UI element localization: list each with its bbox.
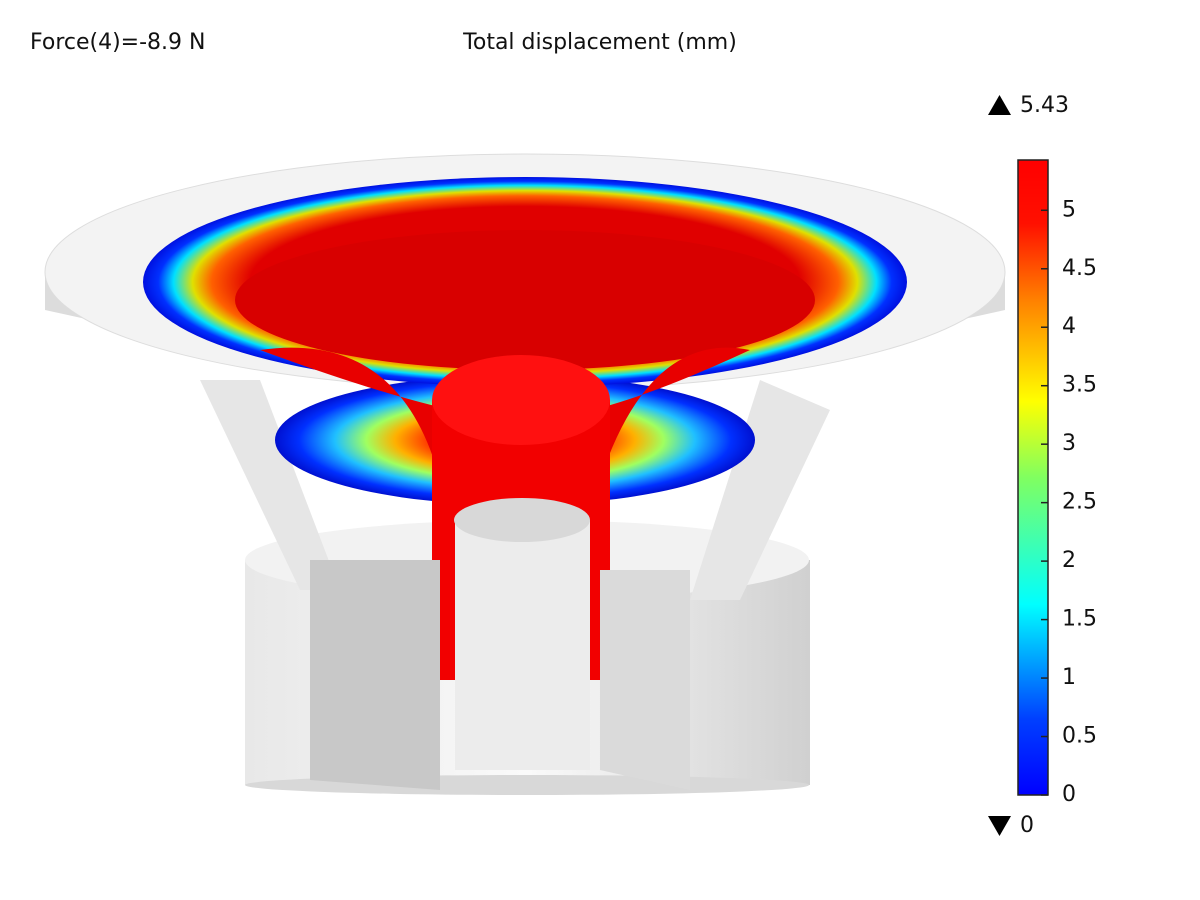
colorbar-max: 5.43 [1020, 93, 1069, 118]
colorbar [1017, 159, 1049, 796]
colorbar-tick-label: 0 [1062, 782, 1076, 807]
colorbar-min: 0 [1020, 813, 1034, 838]
colorbar-tick-label: 0.5 [1062, 724, 1097, 749]
colorbar-tick-label: 1.5 [1062, 607, 1097, 632]
colorbar-tick-label: 2.5 [1062, 490, 1097, 515]
colorbar-tick-label: 3.5 [1062, 373, 1097, 398]
min-marker [988, 816, 1011, 836]
colorbar-tick-label: 2 [1062, 548, 1076, 573]
annotation: Force(4)=-8.9 N [30, 30, 206, 55]
plot-title: Total displacement (mm) [462, 30, 737, 55]
max-marker [988, 95, 1011, 115]
speaker-render [44, 153, 1006, 795]
colorbar-tick-label: 3 [1062, 431, 1076, 456]
colorbar-tick-label: 4.5 [1062, 256, 1097, 281]
colorbar-tick-label: 1 [1062, 665, 1076, 690]
colorbar-tick-label: 5 [1062, 197, 1076, 222]
colorbar-tick-label: 4 [1062, 314, 1076, 339]
